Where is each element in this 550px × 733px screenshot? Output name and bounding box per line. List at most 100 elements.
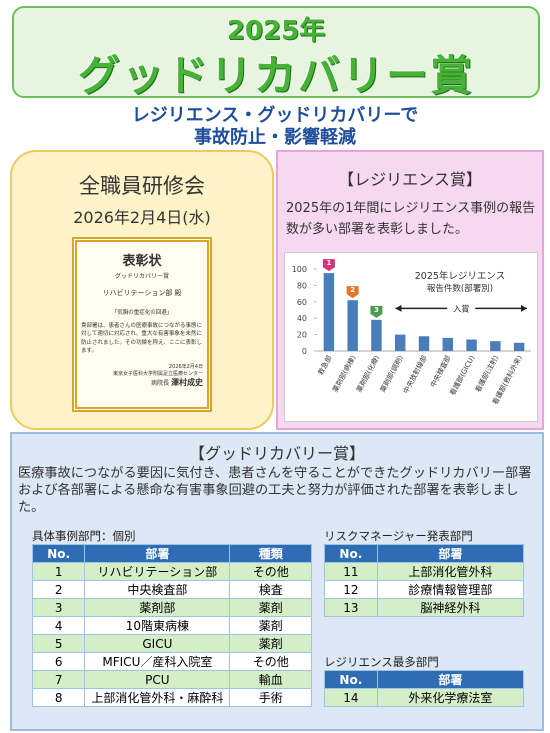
y-tick-label: 20: [297, 331, 307, 340]
column-header: 部署: [84, 544, 231, 563]
cert-date: 2026年2月4日: [168, 364, 203, 370]
chart-box: 0 20 40 60 80 100 2025年レジリエンス 報告件数(部署別) 救急部 薬剤部(病…: [284, 252, 538, 422]
good-recovery-panel: 【グッドリカバリー賞】 医療事故につながる要因に気付き、患者さんを守ることができ…: [10, 432, 544, 731]
bar: [371, 319, 382, 351]
subtitle-line: 事故防止・影響軽減: [194, 127, 356, 148]
x-tick-label: 薬剤部(調剤): [378, 353, 405, 393]
bar: [513, 342, 525, 351]
bar: [418, 336, 430, 351]
table-row: 14 外来化学療法室: [324, 688, 525, 707]
table-cell: その他: [229, 652, 312, 671]
bar: [490, 341, 501, 351]
table-cell: 薬剤: [229, 616, 312, 635]
table-body: 1 リハビリテーション部 その他 2 中央検査部 検査 3 薬剤部 薬剤 4 10階東病棟 薬剤 5 GI…: [31, 562, 312, 707]
y-tick-label: 80: [297, 281, 307, 290]
header-row: No. 部署: [324, 544, 525, 563]
table-cell: 12: [324, 580, 378, 599]
table-row: 4 10階東病棟 薬剤: [31, 616, 312, 635]
table-cell: リハビリテーション部: [84, 562, 231, 581]
rank-label: 2: [350, 286, 355, 294]
x-tick-label: 薬剤部(化療): [354, 353, 381, 393]
header-year: 2025年: [226, 16, 326, 46]
resilience-text: 2025年の1年間にレジリエンス事例の報告数が多い部署を表彰しました。: [286, 201, 536, 237]
table-row: 2 中央検査部 検査: [31, 580, 312, 599]
y-tick-label: 100: [292, 265, 307, 274]
column-header: No.: [31, 544, 86, 563]
table-row: 1 リハビリテーション部 その他: [31, 562, 312, 581]
table-body: 14 外来化学療法室: [324, 688, 525, 707]
resilience-title: 【レジリエンス賞】: [338, 170, 482, 189]
table-cell: 10階東病棟: [84, 616, 231, 635]
table-cell: 脳神経外科: [376, 598, 525, 617]
table-cell: 6: [31, 652, 86, 671]
table-body: 11 上部消化管外科 12 診療情報管理部 13 脳神経外科: [324, 562, 525, 617]
bar: [466, 339, 477, 351]
cert-signer: 澤村成史: [171, 378, 203, 387]
arrow-head: [521, 304, 527, 312]
table-head: No. 部署: [324, 670, 525, 689]
table-cell: 外来化学療法室: [376, 688, 525, 707]
table-cell: 1: [31, 562, 86, 581]
cert-body: 貴部署は、患者さんの医療事故につながる事態に対して適切に対応され、重大な有害事象…: [81, 323, 203, 354]
table-head: No. 部署 種類: [31, 544, 312, 563]
table-cell: 薬剤: [229, 634, 312, 653]
table-caption: 具体事例部門：個別: [32, 529, 136, 543]
table-row: 5 GICU 薬剤: [31, 634, 312, 653]
table-cell: 3: [31, 598, 86, 617]
table-cell: 7: [31, 670, 86, 689]
table: No. 部署 14 外来化学療法室: [324, 670, 525, 707]
bar: [323, 273, 335, 351]
table-cell: 中央検査部: [84, 580, 231, 599]
rank-badge: [370, 305, 383, 318]
table-cell: MFICU／産科入院室: [84, 652, 231, 671]
header: 2025年 グッドリカバリー賞: [12, 6, 540, 100]
header-row: No. 部署: [324, 670, 525, 689]
bar: [442, 337, 454, 351]
training-panel: 全職員研修会 2026年2月4日(水) 表彰状 グッドリカバリー賞 リハビリテー…: [10, 150, 274, 430]
header-title: グッドリカバリー賞: [77, 51, 474, 100]
good-recovery-text: 医療事故につながる要因に気付き、患者さんを守ることができたグッドリカバリー部署お…: [18, 466, 532, 515]
table-caption: リスクマネージャー発表部門: [324, 529, 473, 543]
cert-org: 東京女子医科大学附属足立医療センター: [112, 371, 203, 377]
resilience-panel: 【レジリエンス賞】 2025年の1年間にレジリエンス事例の報告数が多い部署を表彰…: [276, 150, 544, 430]
cert-signer-title: 病院長: [151, 380, 170, 387]
table-cell: 上部消化管外科・麻酔科: [84, 688, 231, 707]
table-cell: 輸血: [229, 670, 312, 689]
column-header: 部署: [376, 544, 525, 563]
x-tick-label: 看護部(GICU): [448, 353, 477, 396]
y-tick-label: 0: [302, 347, 307, 356]
cert-heading: 表彰状: [122, 254, 162, 269]
bar: [347, 300, 358, 351]
column-header: No.: [324, 670, 378, 689]
cert-case: 「気胸の重症化の回避」: [111, 310, 173, 316]
table-cell: 2: [31, 580, 86, 599]
training-title: 全職員研修会: [79, 174, 205, 198]
rank-label: 3: [374, 306, 379, 314]
table-cell: その他: [229, 562, 312, 581]
chart-title: 報告件数(部署別): [427, 283, 493, 294]
x-tick-label: 中央放射線部: [401, 354, 429, 395]
column-header: 種類: [229, 544, 312, 563]
chart-title: 2025年レジリエンス: [415, 270, 506, 282]
x-tick-label: 中央検査部: [428, 354, 452, 389]
table: No. 部署 種類 1 リハビリテーション部 その他 2 中央検査部 検査 3 薬剤部 薬剤 4 10階東…: [31, 544, 312, 707]
rank-badge: [322, 259, 335, 272]
table-cell: 上部消化管外科: [376, 562, 525, 581]
table-cell: 8: [31, 688, 86, 707]
table-cell: 薬剤部: [84, 598, 231, 617]
x-tick-label: 看護部(注射): [473, 353, 500, 393]
rank-badge: [346, 286, 359, 299]
column-header: No.: [324, 544, 378, 563]
arrow-head: [395, 304, 402, 312]
table-row: 12 診療情報管理部: [324, 580, 525, 599]
x-tick-label: 救急部: [316, 354, 334, 377]
cert-recipient: リハビリテーション部 殿: [102, 289, 182, 297]
table: No. 部署 11 上部消化管外科 12 診療情報管理部 13 脳神経外科: [324, 544, 525, 617]
table-cell: 11: [324, 562, 378, 581]
table-row: 13 脳神経外科: [324, 598, 525, 617]
table-cell: 13: [324, 598, 378, 617]
subtitle-line: レジリエンス・グッドリカバリーで: [131, 105, 419, 126]
header-row: No. 部署 種類: [31, 544, 312, 563]
table-cell: GICU: [84, 634, 231, 653]
